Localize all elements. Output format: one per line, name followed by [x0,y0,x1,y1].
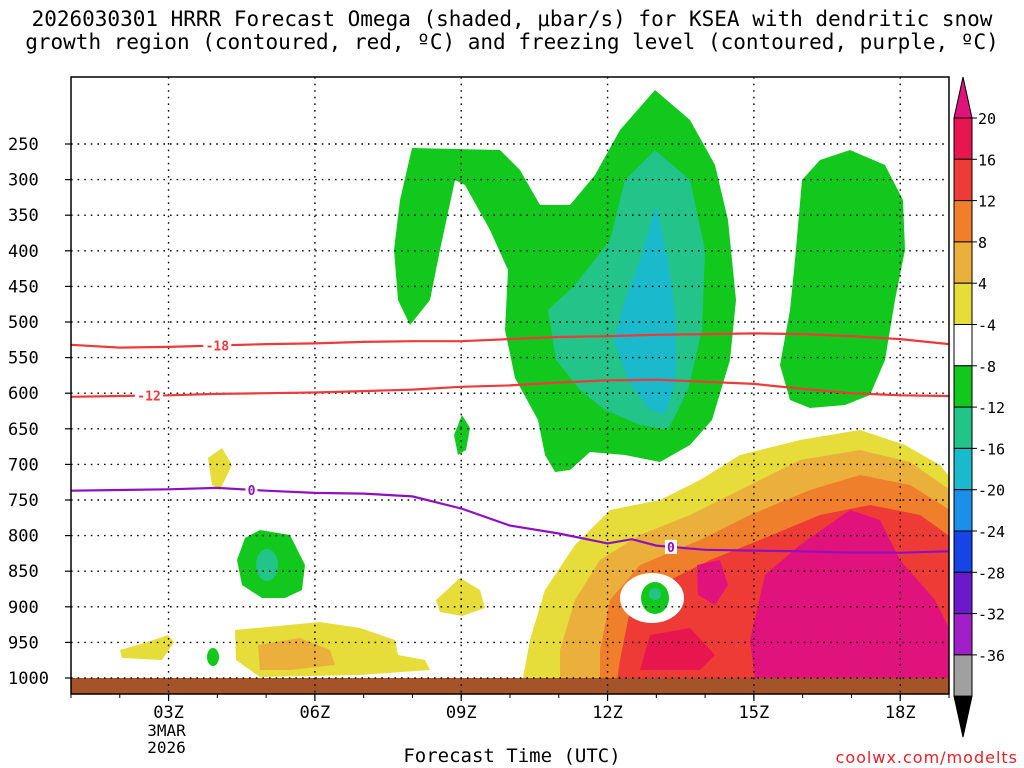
y-tick-label-250: 250 [8,135,39,155]
omega-region-yellow-left3 [120,635,174,660]
omega-region-green-right [780,150,905,408]
contours: -18 -12 0 0 [70,332,950,556]
omega-region-green-left-small [207,648,219,666]
y-tick-label-400: 400 [8,242,39,262]
colorbar-label-13: -36 [978,647,1005,665]
omega-region-green-spot1 [454,415,470,455]
colorbar-label-12: -32 [978,606,1005,624]
colorbar-swatch-11 [953,571,973,615]
colorbar-label-2: 12 [978,193,996,211]
colorbar-label-4: 4 [978,275,987,293]
y-tick-label-900: 900 [8,598,39,618]
x-tick-sublabel-1: 2026 [147,738,186,757]
colorbar-bottom-arrow [953,695,973,738]
x-tick-label-15Z: 15Z [739,703,770,723]
x-tick-label-09Z: 09Z [446,703,477,723]
y-tick-label-600: 600 [8,384,39,404]
omega-region-cyan [614,205,676,415]
colorbar-label-9: -20 [978,482,1005,500]
omega-region-teal-core [649,588,661,600]
y-tick-label-500: 500 [8,313,39,333]
x-tick-label-12Z: 12Z [592,703,623,723]
colorbar-swatch-1 [953,158,973,202]
omega-region-green-small [408,230,416,270]
colorbar-label-5: -4 [978,317,996,335]
colorbar-swatch-2 [953,200,973,243]
x-tick-sublabel-0: 3MAR [147,721,186,740]
contour-label-bg-2-0 [245,482,258,497]
colorbar-swatch-6 [953,365,973,408]
x-tick-label-18Z: 18Z [885,703,916,723]
contour-label-2-1: 0 [667,541,675,556]
y-tick-label-300: 300 [8,171,39,191]
omega-region-magenta [640,628,715,670]
colorbar-swatch-10 [953,530,973,573]
omega-region-orange-left [258,638,335,670]
credit-link[interactable]: coolwx.com/modelts [835,748,1018,767]
colorbar-swatch-8 [953,447,973,491]
colorbar-label-10: -24 [978,523,1005,541]
colorbar: 20 16 12 8 4 -4 -8 -12 -16 -20 -24 -28 -32 -36 [953,76,1005,738]
colorbar-label-7: -12 [978,399,1005,417]
omega-region-teal-left [256,549,278,581]
contour-line-1 [70,378,950,398]
y-axis: 250 300 350 400 450 500 550 600 650 700 750 800 850 9… [8,135,71,689]
colorbar-swatch-9 [953,489,973,532]
contour-label-1-0: -12 [137,390,160,405]
y-tick-label-650: 650 [8,420,39,440]
y-tick-label-750: 750 [8,491,39,511]
colorbar-swatch-7 [953,406,973,449]
y-tick-label-950: 950 [8,633,39,653]
contour-label-bg-1-0 [135,388,164,403]
contour-label-bg-2-1 [664,539,677,554]
y-tick-label-850: 850 [8,562,39,582]
y-tick-label-450: 450 [8,277,39,297]
chart-title: 2026030301 HRRR Forecast Omega (shaded, … [25,7,999,54]
omega-region-yellow-left2 [436,578,485,616]
omega-region-yellow-left4 [208,448,232,490]
y-tick-label-800: 800 [8,527,39,547]
x-tick-label-03Z: 03Z [153,703,184,723]
y-tick-label-700: 700 [8,455,39,475]
colorbar-label-8: -16 [978,440,1005,458]
colorbar-swatch-12 [953,613,973,656]
colorbar-swatch-13 [953,654,973,697]
x-tick-label-06Z: 06Z [300,703,331,723]
colorbar-swatch-4 [953,282,973,326]
x-axis-label: Forecast Time (UTC) [403,745,621,767]
contour-label-bg-0-0 [203,338,232,353]
omega-region-magenta2 [750,510,949,692]
contour-line-2 [70,486,950,554]
colorbar-label-11: -28 [978,564,1005,582]
contour-label-2-0: 0 [248,484,256,499]
colorbar-label-6: -8 [978,358,996,376]
colorbar-swatch-3 [953,241,973,284]
colorbar-label-0: 20 [978,110,996,128]
y-tick-label-550: 550 [8,349,39,369]
colorbar-top-arrow [953,76,973,119]
ground-surface [71,678,949,694]
y-tick-label-1000: 1000 [8,669,49,689]
contour-label-0-0: -18 [206,339,230,354]
y-tick-label-350: 350 [8,206,39,226]
colorbar-swatch-0 [953,117,973,160]
colorbar-label-3: 8 [978,234,987,252]
colorbar-label-1: 16 [978,151,996,169]
colorbar-swatch-5 [953,324,973,367]
